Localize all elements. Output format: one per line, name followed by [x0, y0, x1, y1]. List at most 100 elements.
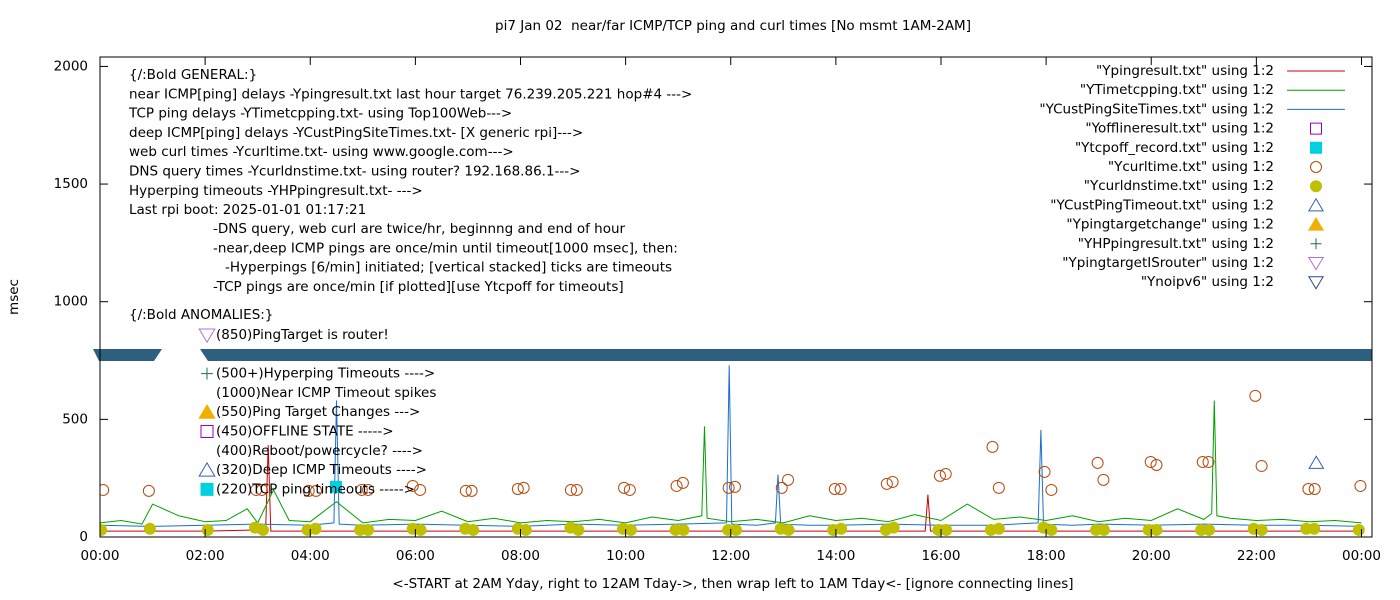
anomaly-marker: [200, 425, 214, 438]
data-point: [519, 524, 532, 536]
data-point: [940, 524, 953, 536]
data-point: [1255, 460, 1268, 472]
data-point: [1091, 456, 1104, 469]
axes: 0 500 1000 1500 2000 00:00 02:00 04:00 06:00 08:0…: [54, 57, 1381, 564]
anomaly-marker: [198, 328, 216, 344]
anomaly-label: (400)Reboot/powercycle? ---->: [216, 443, 423, 459]
y-tick-label: 500: [62, 411, 88, 427]
annotation: DNS query times -Ycurldnstime.txt- using…: [129, 164, 580, 180]
data-point: [722, 481, 735, 494]
annotation-header: {/:Bold ANOMALIES:}: [129, 307, 273, 323]
data-point: [467, 524, 480, 536]
data-point: [414, 484, 427, 496]
legend-label: "Ynoipv6" using 1:2: [1141, 274, 1274, 290]
x-tick-label: 16:00: [922, 548, 961, 564]
legend-swatch: [1309, 180, 1323, 193]
anomaly-label: (220)TCP ping timeouts ----->: [216, 481, 415, 497]
data-point: [511, 483, 524, 495]
x-tick-label: 14:00: [816, 548, 855, 564]
data-point: [142, 484, 155, 497]
data-point: [729, 524, 743, 536]
anomaly-label: (450)OFFLINE STATE ----->: [216, 424, 394, 440]
data-point: [1308, 522, 1321, 535]
data-point: [406, 480, 419, 492]
data-point: [362, 484, 375, 496]
data-point: [618, 481, 631, 494]
x-tick-label: 12:00: [711, 548, 750, 564]
x-tick-label: 00:00: [1342, 548, 1381, 564]
annotation: deep ICMP[ping] delays -YCustPingSiteTim…: [129, 125, 583, 141]
data-point: [992, 481, 1005, 494]
data-point: [310, 484, 323, 497]
data-point: [624, 524, 637, 536]
y-tick-label: 1000: [54, 294, 88, 310]
chart-title: pi7 Jan 02 near/far ICMP/TCP ping and cu…: [495, 18, 971, 34]
y-tick-label: 1500: [54, 176, 88, 192]
y-tick-label: 2000: [54, 58, 88, 74]
legend-label: "YTimetcpping.txt" using 1:2: [1080, 82, 1274, 98]
data-point: [828, 483, 841, 495]
data-point: [1097, 473, 1110, 486]
data-point: [835, 522, 848, 535]
data-point: [670, 480, 683, 492]
data-point: [1097, 524, 1110, 536]
data-point: [414, 524, 427, 536]
x-tick-label: 18:00: [1027, 548, 1066, 564]
band-piece: [200, 349, 1372, 361]
data-point: [1352, 524, 1365, 536]
x-tick-label: 10:00: [606, 548, 645, 564]
legend-label: "Ycurldnstime.txt" using 1:2: [1084, 178, 1274, 194]
x-tick-label: 22:00: [1237, 548, 1276, 564]
legend-swatch: [1310, 141, 1322, 154]
legend-label: "YCustPingTimeout.txt" using 1:2: [1050, 197, 1274, 213]
data-point: [880, 477, 893, 490]
annotations: {/:Bold GENERAL:} near ICMP[ping] delays …: [128, 67, 692, 497]
data-point: [886, 476, 899, 488]
anomaly-marker: [200, 482, 214, 496]
data-point: [330, 480, 343, 493]
data-point: [676, 476, 689, 489]
annotation: -DNS query, web curl are twice/hr, begin…: [213, 221, 626, 237]
x-tick-label: 04:00: [291, 548, 330, 564]
series-line: [100, 365, 1362, 527]
data-point: [834, 483, 847, 495]
band: [93, 349, 1372, 361]
anomaly-marker: [198, 404, 216, 419]
data-point: [1150, 524, 1163, 536]
data-point: [1354, 480, 1367, 492]
annotation: TCP ping delays -YTimetcpping.txt- using…: [128, 106, 512, 122]
legend-label: "Ytcpoff_record.txt" using 1:2: [1075, 140, 1274, 156]
annotation: -TCP pings are once/min [if plotted][use…: [213, 279, 624, 295]
plot-area: [100, 365, 1367, 536]
y-tick-label: 0: [79, 529, 88, 545]
anomaly-marker: [198, 461, 216, 477]
data-point: [782, 524, 795, 536]
data-point: [1045, 484, 1058, 496]
band-piece: [93, 349, 162, 361]
data-point: [465, 484, 478, 497]
data-point: [986, 440, 999, 453]
data-point: [517, 481, 530, 494]
data-point: [255, 484, 268, 496]
annotation: web curl times -Ycurltime.txt- using www…: [129, 144, 514, 160]
series-line: [100, 400, 1362, 525]
legend-swatch: [1310, 238, 1322, 250]
legend-swatch: [1307, 217, 1325, 231]
legend-swatch: [1309, 161, 1323, 173]
legend-label: "Ypingresult.txt" using 1:2: [1096, 63, 1274, 79]
anomaly-label: (320)Deep ICMP Timeouts ---->: [216, 462, 427, 478]
x-tick-label: 08:00: [501, 548, 540, 564]
data-point: [302, 484, 315, 497]
legend-label: "YpingtargetISrouter" using 1:2: [1062, 255, 1274, 271]
data-point: [1302, 483, 1315, 495]
legend-label: "Ycurltime.txt" using 1:2: [1108, 159, 1274, 175]
legend-label: "YHPpingresult.txt" using 1:2: [1078, 236, 1274, 252]
data-point: [1150, 459, 1163, 471]
data-point: [887, 521, 900, 534]
data-point: [100, 484, 110, 496]
data-point: [1202, 456, 1215, 468]
data-point: [1144, 456, 1157, 468]
anomaly-label: (1000)Near ICMP Timeout spikes: [216, 385, 436, 401]
data-point: [143, 522, 156, 535]
annotation: -near,deep ICMP pings are once/min until…: [213, 240, 678, 256]
